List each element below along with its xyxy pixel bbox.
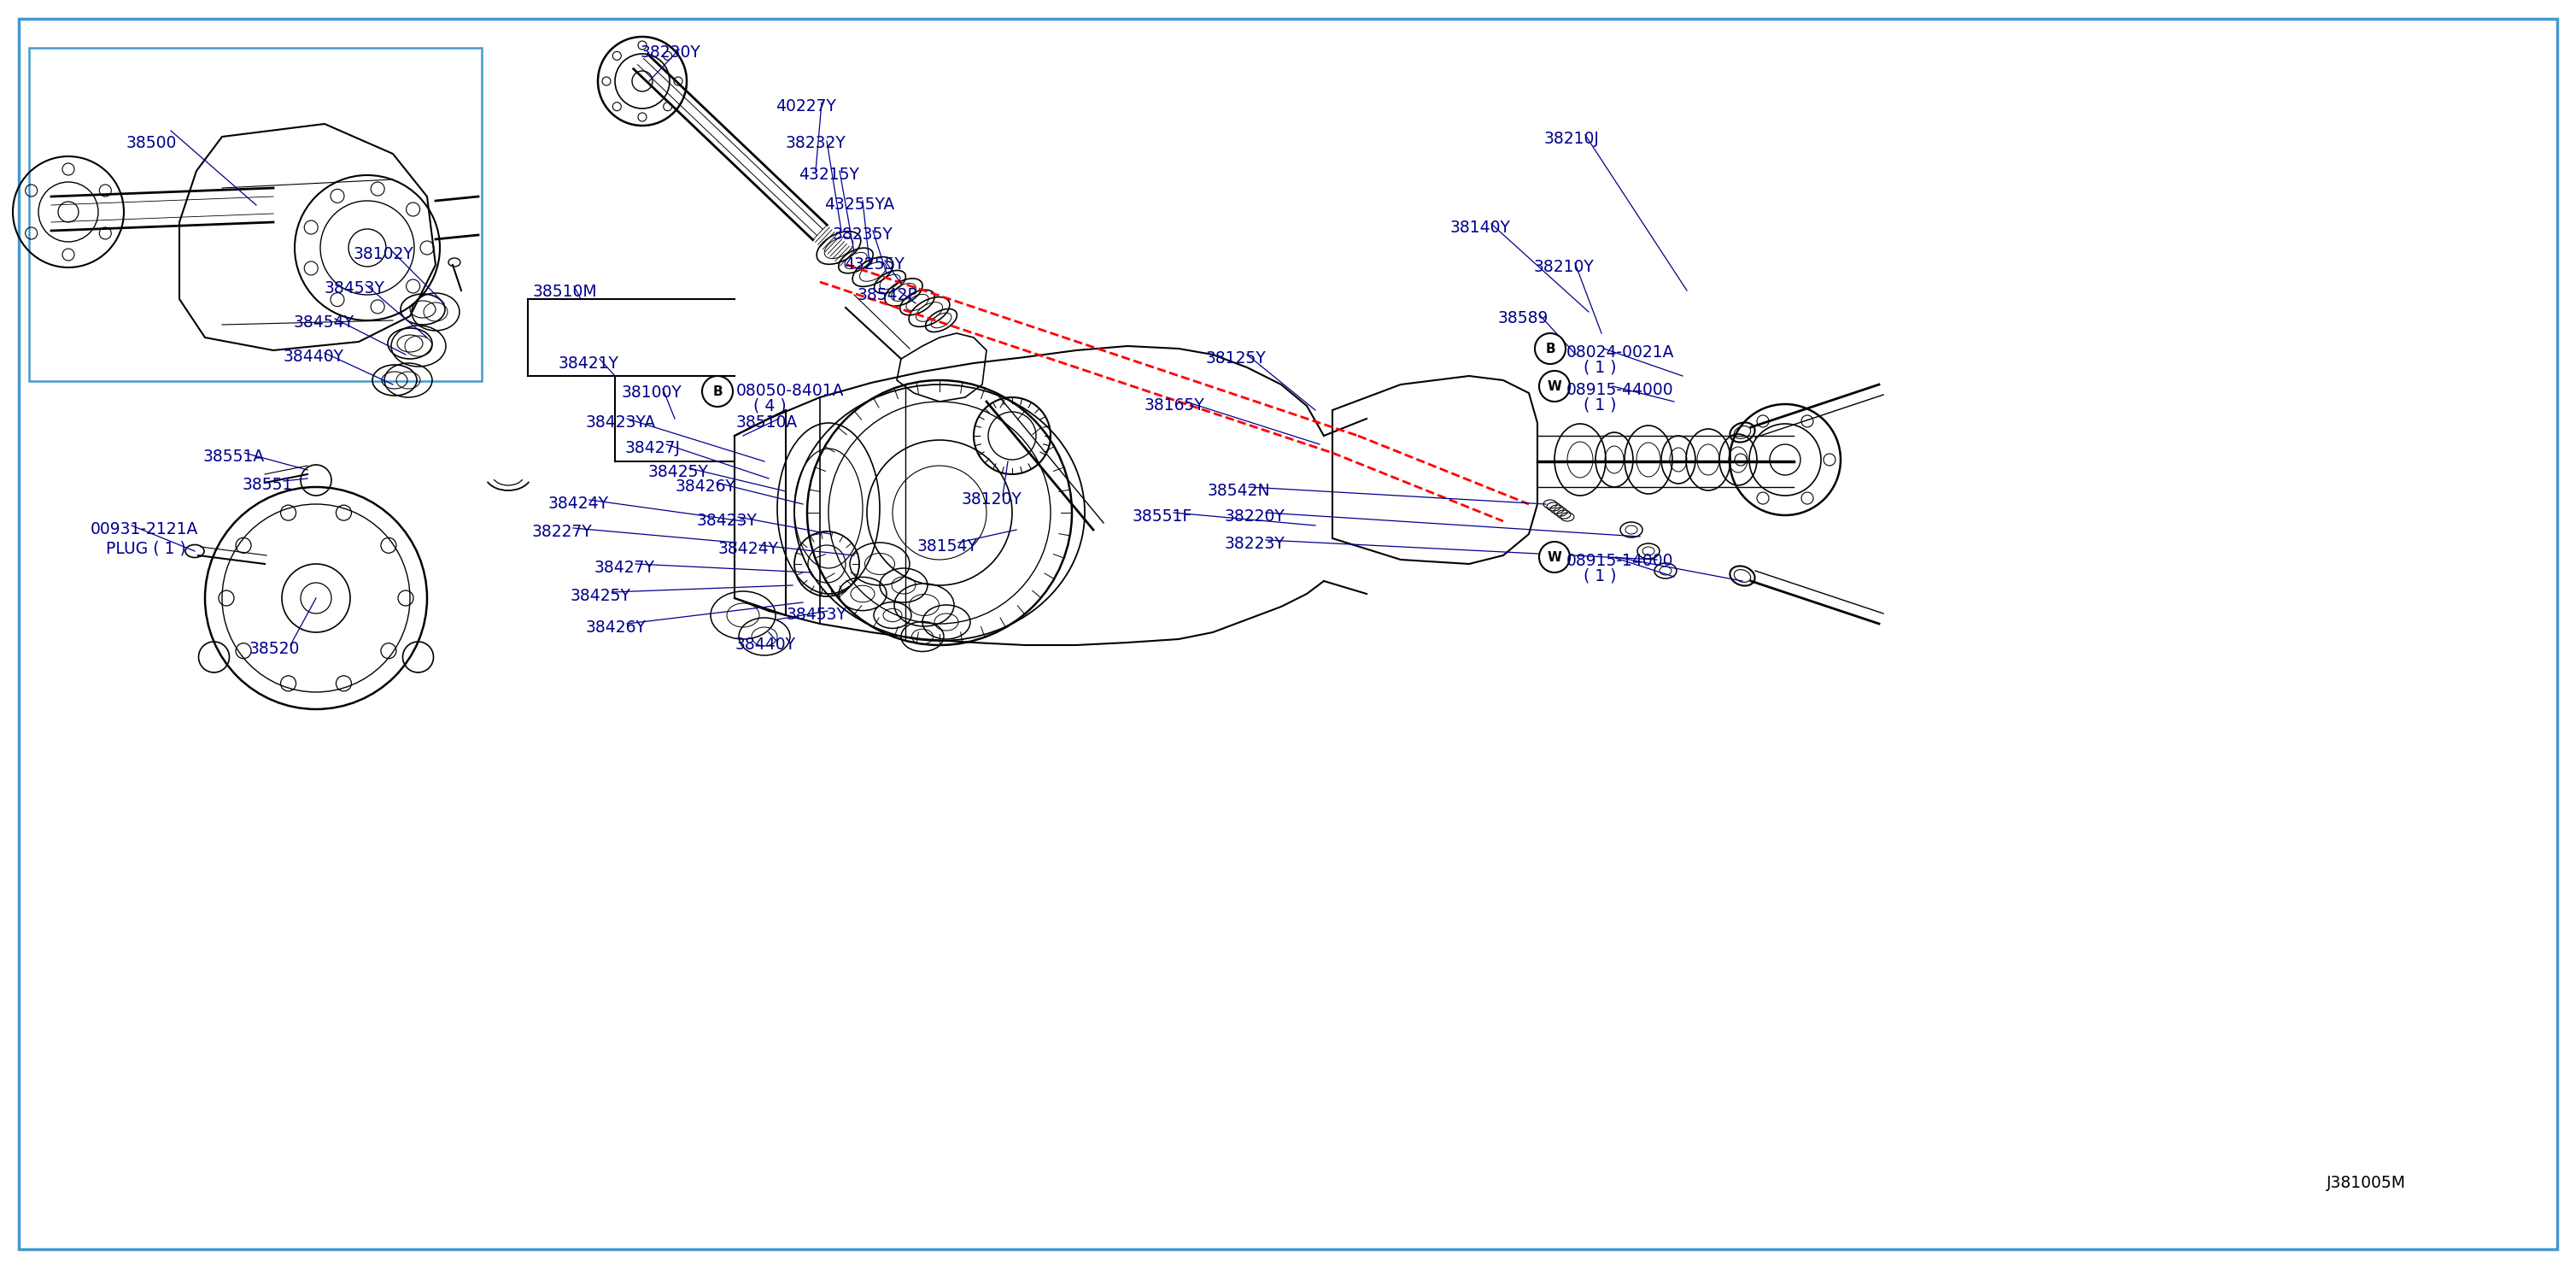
- Text: 38510A: 38510A: [737, 415, 799, 431]
- Text: 38542P: 38542P: [858, 287, 917, 303]
- Text: 38425Y: 38425Y: [569, 588, 631, 604]
- Text: 38440Y: 38440Y: [734, 637, 796, 653]
- Text: 38210Y: 38210Y: [1533, 259, 1595, 275]
- Text: PLUG ( 1 ): PLUG ( 1 ): [106, 540, 185, 557]
- Text: 38223Y: 38223Y: [1224, 536, 1285, 552]
- Text: 38423YA: 38423YA: [585, 415, 657, 431]
- Text: ( 1 ): ( 1 ): [1584, 359, 1615, 375]
- Circle shape: [1535, 333, 1566, 364]
- Text: 38120Y: 38120Y: [961, 491, 1023, 507]
- Text: ( 1 ): ( 1 ): [1584, 567, 1615, 583]
- Text: 38440Y: 38440Y: [283, 349, 345, 365]
- Circle shape: [1538, 370, 1569, 402]
- Text: 38425Y: 38425Y: [649, 464, 708, 481]
- Text: 08024-0021A: 08024-0021A: [1566, 345, 1674, 360]
- Text: ( 4 ): ( 4 ): [752, 397, 786, 413]
- Text: 38102Y: 38102Y: [353, 246, 415, 262]
- Text: 38551A: 38551A: [204, 449, 265, 465]
- Text: B: B: [714, 385, 721, 398]
- Text: 38140Y: 38140Y: [1450, 219, 1510, 236]
- Text: 38227Y: 38227Y: [533, 524, 592, 540]
- Text: 38154Y: 38154Y: [917, 539, 979, 554]
- Text: 43215Y: 43215Y: [799, 166, 860, 183]
- Text: 08050-8401A: 08050-8401A: [737, 383, 845, 399]
- Text: 38210J: 38210J: [1543, 131, 1600, 147]
- Text: 38424Y: 38424Y: [719, 541, 778, 557]
- Text: 38165Y: 38165Y: [1144, 397, 1206, 413]
- Text: 40227Y: 40227Y: [775, 98, 837, 114]
- Text: 38230Y: 38230Y: [641, 44, 701, 61]
- Circle shape: [703, 375, 732, 407]
- Text: W: W: [1548, 380, 1561, 393]
- Text: 38453Y: 38453Y: [325, 280, 384, 297]
- Bar: [28, 48, 482, 382]
- Text: 38520: 38520: [250, 640, 301, 657]
- Text: 38542N: 38542N: [1208, 483, 1270, 500]
- Circle shape: [1538, 541, 1569, 572]
- Text: 38220Y: 38220Y: [1224, 508, 1285, 525]
- Text: ( 1 ): ( 1 ): [1584, 397, 1615, 412]
- Text: 43255YA: 43255YA: [824, 197, 894, 213]
- Text: 38589: 38589: [1499, 311, 1548, 326]
- Text: 38426Y: 38426Y: [675, 478, 737, 495]
- Text: B: B: [1546, 342, 1556, 355]
- Text: 38421Y: 38421Y: [559, 355, 618, 372]
- Text: 38100Y: 38100Y: [621, 384, 683, 401]
- Text: 38500: 38500: [126, 134, 178, 151]
- Text: J381005M: J381005M: [2326, 1175, 2406, 1191]
- Text: 08915-44000: 08915-44000: [1566, 382, 1674, 398]
- Text: 38454Y: 38454Y: [294, 314, 355, 331]
- Text: 38235Y: 38235Y: [832, 227, 894, 242]
- Text: 38551: 38551: [242, 477, 294, 493]
- Text: 38424Y: 38424Y: [549, 496, 608, 512]
- Text: 38427Y: 38427Y: [595, 559, 654, 576]
- Text: 38232Y: 38232Y: [786, 134, 845, 151]
- Text: 38453Y: 38453Y: [786, 606, 848, 623]
- Text: 38125Y: 38125Y: [1206, 350, 1267, 366]
- Text: 00931-2121A: 00931-2121A: [90, 521, 198, 538]
- Text: 08915-14000: 08915-14000: [1566, 553, 1674, 569]
- Text: 38423Y: 38423Y: [698, 512, 757, 529]
- Text: 38551F: 38551F: [1133, 508, 1193, 525]
- Text: 38510M: 38510M: [533, 284, 598, 301]
- Text: 38426Y: 38426Y: [585, 620, 647, 635]
- Text: 43255Y: 43255Y: [845, 256, 904, 273]
- Text: W: W: [1548, 550, 1561, 563]
- Text: 38427J: 38427J: [626, 440, 680, 456]
